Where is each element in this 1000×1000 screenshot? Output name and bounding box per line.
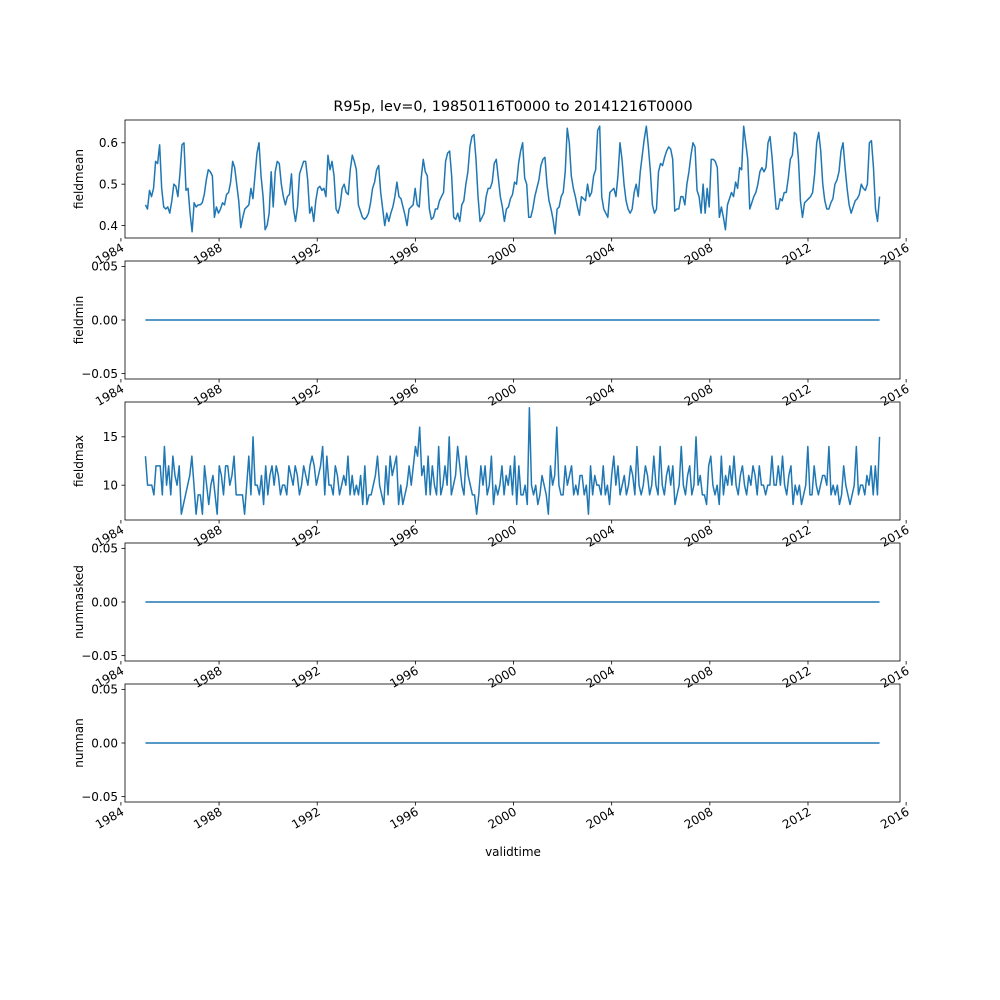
fieldmax-axes-frame [124, 401, 901, 521]
numnan-ytick-label: 0.00 [91, 736, 118, 750]
fieldmean-ytick-label: 0.4 [99, 219, 118, 233]
fieldmean-axis-label: fieldmean [72, 149, 86, 209]
numnan-ytick-label: −0.05 [81, 790, 118, 804]
fieldmax-ytick-label: 15 [103, 430, 118, 444]
fieldmin-ytick-label: 0.00 [91, 313, 118, 327]
fieldmin-ytick-label: −0.05 [81, 367, 118, 381]
fieldmean-series-line [144, 125, 881, 235]
fieldmean-ytick-label: 0.5 [99, 177, 118, 191]
numnan-axis-label: numnan [72, 718, 86, 767]
x-axis-label: validtime [485, 845, 541, 859]
nummasked-ytick-label: −0.05 [81, 649, 118, 663]
nummasked-ytick-label: 0.00 [91, 595, 118, 609]
fieldmax-axis-label: fieldmax [72, 435, 86, 487]
nummasked-ytick-label: 0.05 [91, 542, 118, 556]
fieldmean-ytick-label: 0.6 [99, 136, 118, 150]
fieldmin-axis-label: fieldmin [72, 296, 86, 345]
fieldmin-ytick-label: 0.05 [91, 260, 118, 274]
fieldmax-series-line [144, 407, 881, 515]
numnan-ytick-label: 0.05 [91, 683, 118, 697]
chart-title: R95p, lev=0, 19850116T0000 to 20141216T0… [333, 99, 692, 115]
fieldmean-axes-frame [124, 119, 901, 239]
fieldmax-ytick-label: 10 [103, 478, 118, 492]
nummasked-axis-label: nummasked [72, 565, 86, 639]
